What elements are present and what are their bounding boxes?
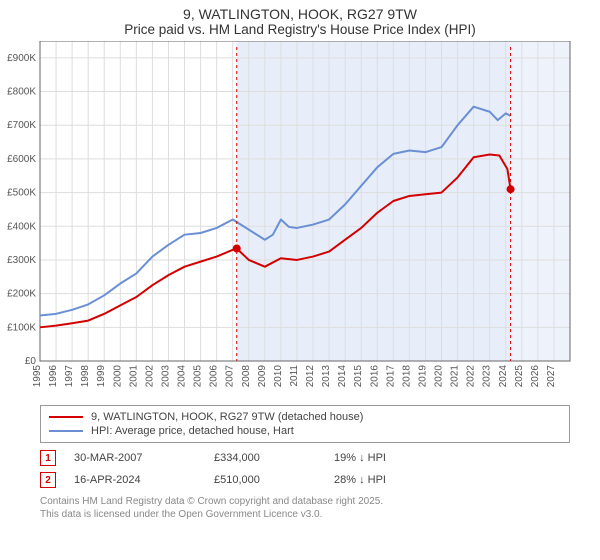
- svg-text:2011: 2011: [289, 365, 300, 387]
- chart-svg: £0£100K£200K£300K£400K£500K£600K£700K£80…: [0, 41, 600, 401]
- footer: Contains HM Land Registry data © Crown c…: [40, 495, 570, 521]
- container: 9, WATLINGTON, HOOK, RG27 9TW Price paid…: [0, 0, 600, 521]
- svg-text:1997: 1997: [64, 365, 75, 388]
- legend-row: HPI: Average price, detached house, Hart: [49, 424, 561, 438]
- svg-text:2017: 2017: [385, 365, 396, 388]
- svg-text:2012: 2012: [305, 365, 316, 388]
- svg-text:£600K: £600K: [7, 154, 36, 165]
- svg-text:2013: 2013: [321, 365, 332, 388]
- svg-text:£800K: £800K: [7, 87, 36, 98]
- title-description: Price paid vs. HM Land Registry's House …: [0, 22, 600, 37]
- svg-text:2009: 2009: [257, 365, 268, 388]
- svg-text:2025: 2025: [514, 365, 525, 388]
- svg-text:2016: 2016: [369, 365, 380, 388]
- svg-text:2026: 2026: [530, 365, 541, 388]
- svg-text:£200K: £200K: [7, 289, 36, 300]
- svg-text:2001: 2001: [128, 365, 139, 388]
- svg-text:2006: 2006: [209, 365, 220, 388]
- hpi-delta: 19% ↓ HPI: [334, 452, 386, 464]
- svg-text:1996: 1996: [48, 365, 59, 388]
- sale-price: £510,000: [214, 474, 334, 486]
- marker-number: 2: [45, 475, 51, 486]
- svg-text:2005: 2005: [193, 365, 204, 388]
- svg-text:£700K: £700K: [7, 120, 36, 131]
- legend-swatch: [49, 430, 83, 432]
- footer-line: Contains HM Land Registry data © Crown c…: [40, 495, 570, 508]
- svg-text:2021: 2021: [450, 365, 461, 388]
- legend-row: 9, WATLINGTON, HOOK, RG27 9TW (detached …: [49, 410, 561, 424]
- svg-text:2024: 2024: [498, 365, 509, 388]
- data-row: 2 16-APR-2024 £510,000 28% ↓ HPI: [40, 469, 570, 491]
- sale-price: £334,000: [214, 452, 334, 464]
- svg-text:2000: 2000: [112, 365, 123, 388]
- svg-text:2002: 2002: [144, 365, 155, 388]
- chart-header: 9, WATLINGTON, HOOK, RG27 9TW Price paid…: [0, 0, 600, 41]
- svg-text:2014: 2014: [337, 365, 348, 388]
- sale-date: 30-MAR-2007: [74, 452, 214, 464]
- svg-text:2007: 2007: [225, 365, 236, 388]
- svg-text:2004: 2004: [177, 365, 188, 388]
- legend-box: 9, WATLINGTON, HOOK, RG27 9TW (detached …: [40, 405, 570, 443]
- svg-text:2019: 2019: [417, 365, 428, 388]
- svg-text:£300K: £300K: [7, 255, 36, 266]
- svg-text:1995: 1995: [32, 365, 43, 388]
- chart-area: £0£100K£200K£300K£400K£500K£600K£700K£80…: [0, 41, 600, 401]
- footer-line: This data is licensed under the Open Gov…: [40, 508, 570, 521]
- svg-text:£400K: £400K: [7, 221, 36, 232]
- legend-label: HPI: Average price, detached house, Hart: [91, 425, 294, 437]
- legend-label: 9, WATLINGTON, HOOK, RG27 9TW (detached …: [91, 411, 363, 423]
- svg-text:2027: 2027: [546, 365, 557, 388]
- svg-text:£900K: £900K: [7, 53, 36, 64]
- svg-text:2018: 2018: [401, 365, 412, 388]
- data-row: 1 30-MAR-2007 £334,000 19% ↓ HPI: [40, 447, 570, 469]
- svg-text:£100K: £100K: [7, 322, 36, 333]
- svg-text:1999: 1999: [96, 365, 107, 388]
- svg-text:2023: 2023: [482, 365, 493, 388]
- svg-text:2015: 2015: [353, 365, 364, 388]
- svg-text:£500K: £500K: [7, 188, 36, 199]
- marker-box: 1: [40, 450, 56, 466]
- svg-text:2008: 2008: [241, 365, 252, 388]
- svg-text:1998: 1998: [80, 365, 91, 388]
- data-rows: 1 30-MAR-2007 £334,000 19% ↓ HPI 2 16-AP…: [40, 447, 570, 491]
- svg-text:2020: 2020: [434, 365, 445, 388]
- legend-swatch: [49, 416, 83, 418]
- marker-number: 1: [45, 453, 51, 464]
- sale-date: 16-APR-2024: [74, 474, 214, 486]
- svg-text:2003: 2003: [160, 365, 171, 388]
- title-address: 9, WATLINGTON, HOOK, RG27 9TW: [0, 6, 600, 22]
- svg-text:2022: 2022: [466, 365, 477, 388]
- hpi-delta: 28% ↓ HPI: [334, 474, 386, 486]
- marker-box: 2: [40, 472, 56, 488]
- svg-text:2010: 2010: [273, 365, 284, 388]
